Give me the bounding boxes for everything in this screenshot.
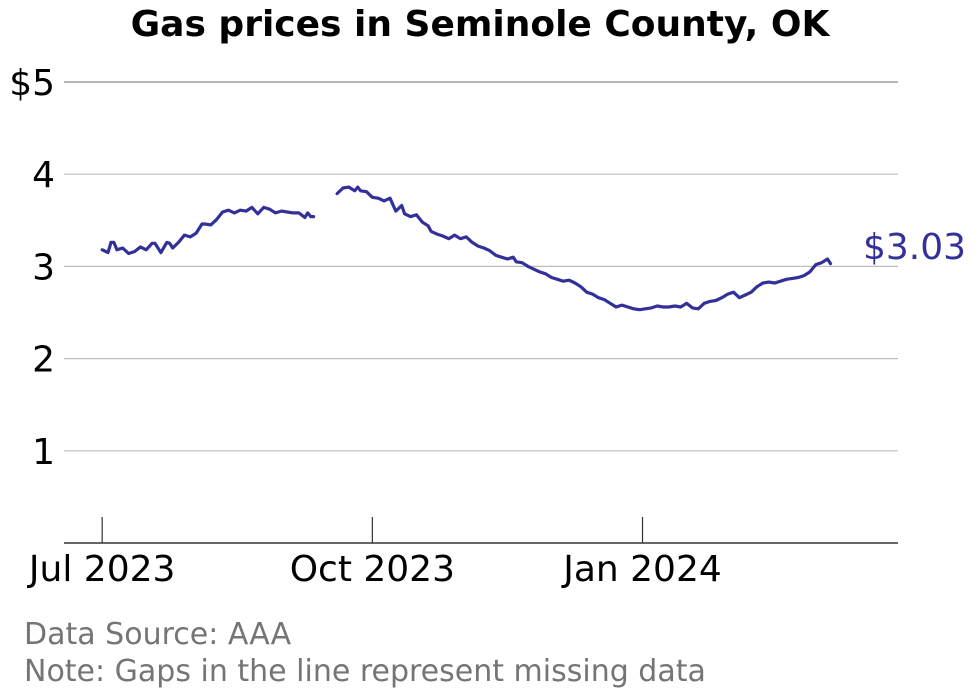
latest-price-label: $3.03: [863, 227, 966, 268]
chart-canvas: Gas prices in Seminole County, OK 1 2 3 4 $5…: [9, 4, 966, 590]
price-line-segment: [100, 205, 316, 256]
price-line-segment: [335, 185, 833, 312]
price-series: [100, 185, 833, 312]
gaps-note: Note: Gaps in the line represent missing…: [24, 654, 706, 689]
y-tick-label: 4: [32, 155, 55, 196]
y-axis: 1 2 3 4 $5: [9, 63, 55, 473]
x-tick-label: Oct 2023: [290, 549, 455, 590]
x-axis: Jul 2023 Oct 2023 Jan 2024: [27, 517, 722, 590]
y-tick-label: 2: [32, 340, 55, 381]
chart-title: Gas prices in Seminole County, OK: [131, 4, 831, 45]
data-source-note: Data Source: AAA: [24, 617, 292, 652]
x-tick-label: Jul 2023: [27, 549, 176, 590]
y-gridlines: [64, 81, 898, 452]
y-tick-label: 3: [32, 247, 55, 288]
y-tick-label: $5: [9, 63, 55, 104]
x-tick-label: Jan 2024: [561, 549, 722, 590]
y-tick-label: 1: [32, 432, 55, 473]
